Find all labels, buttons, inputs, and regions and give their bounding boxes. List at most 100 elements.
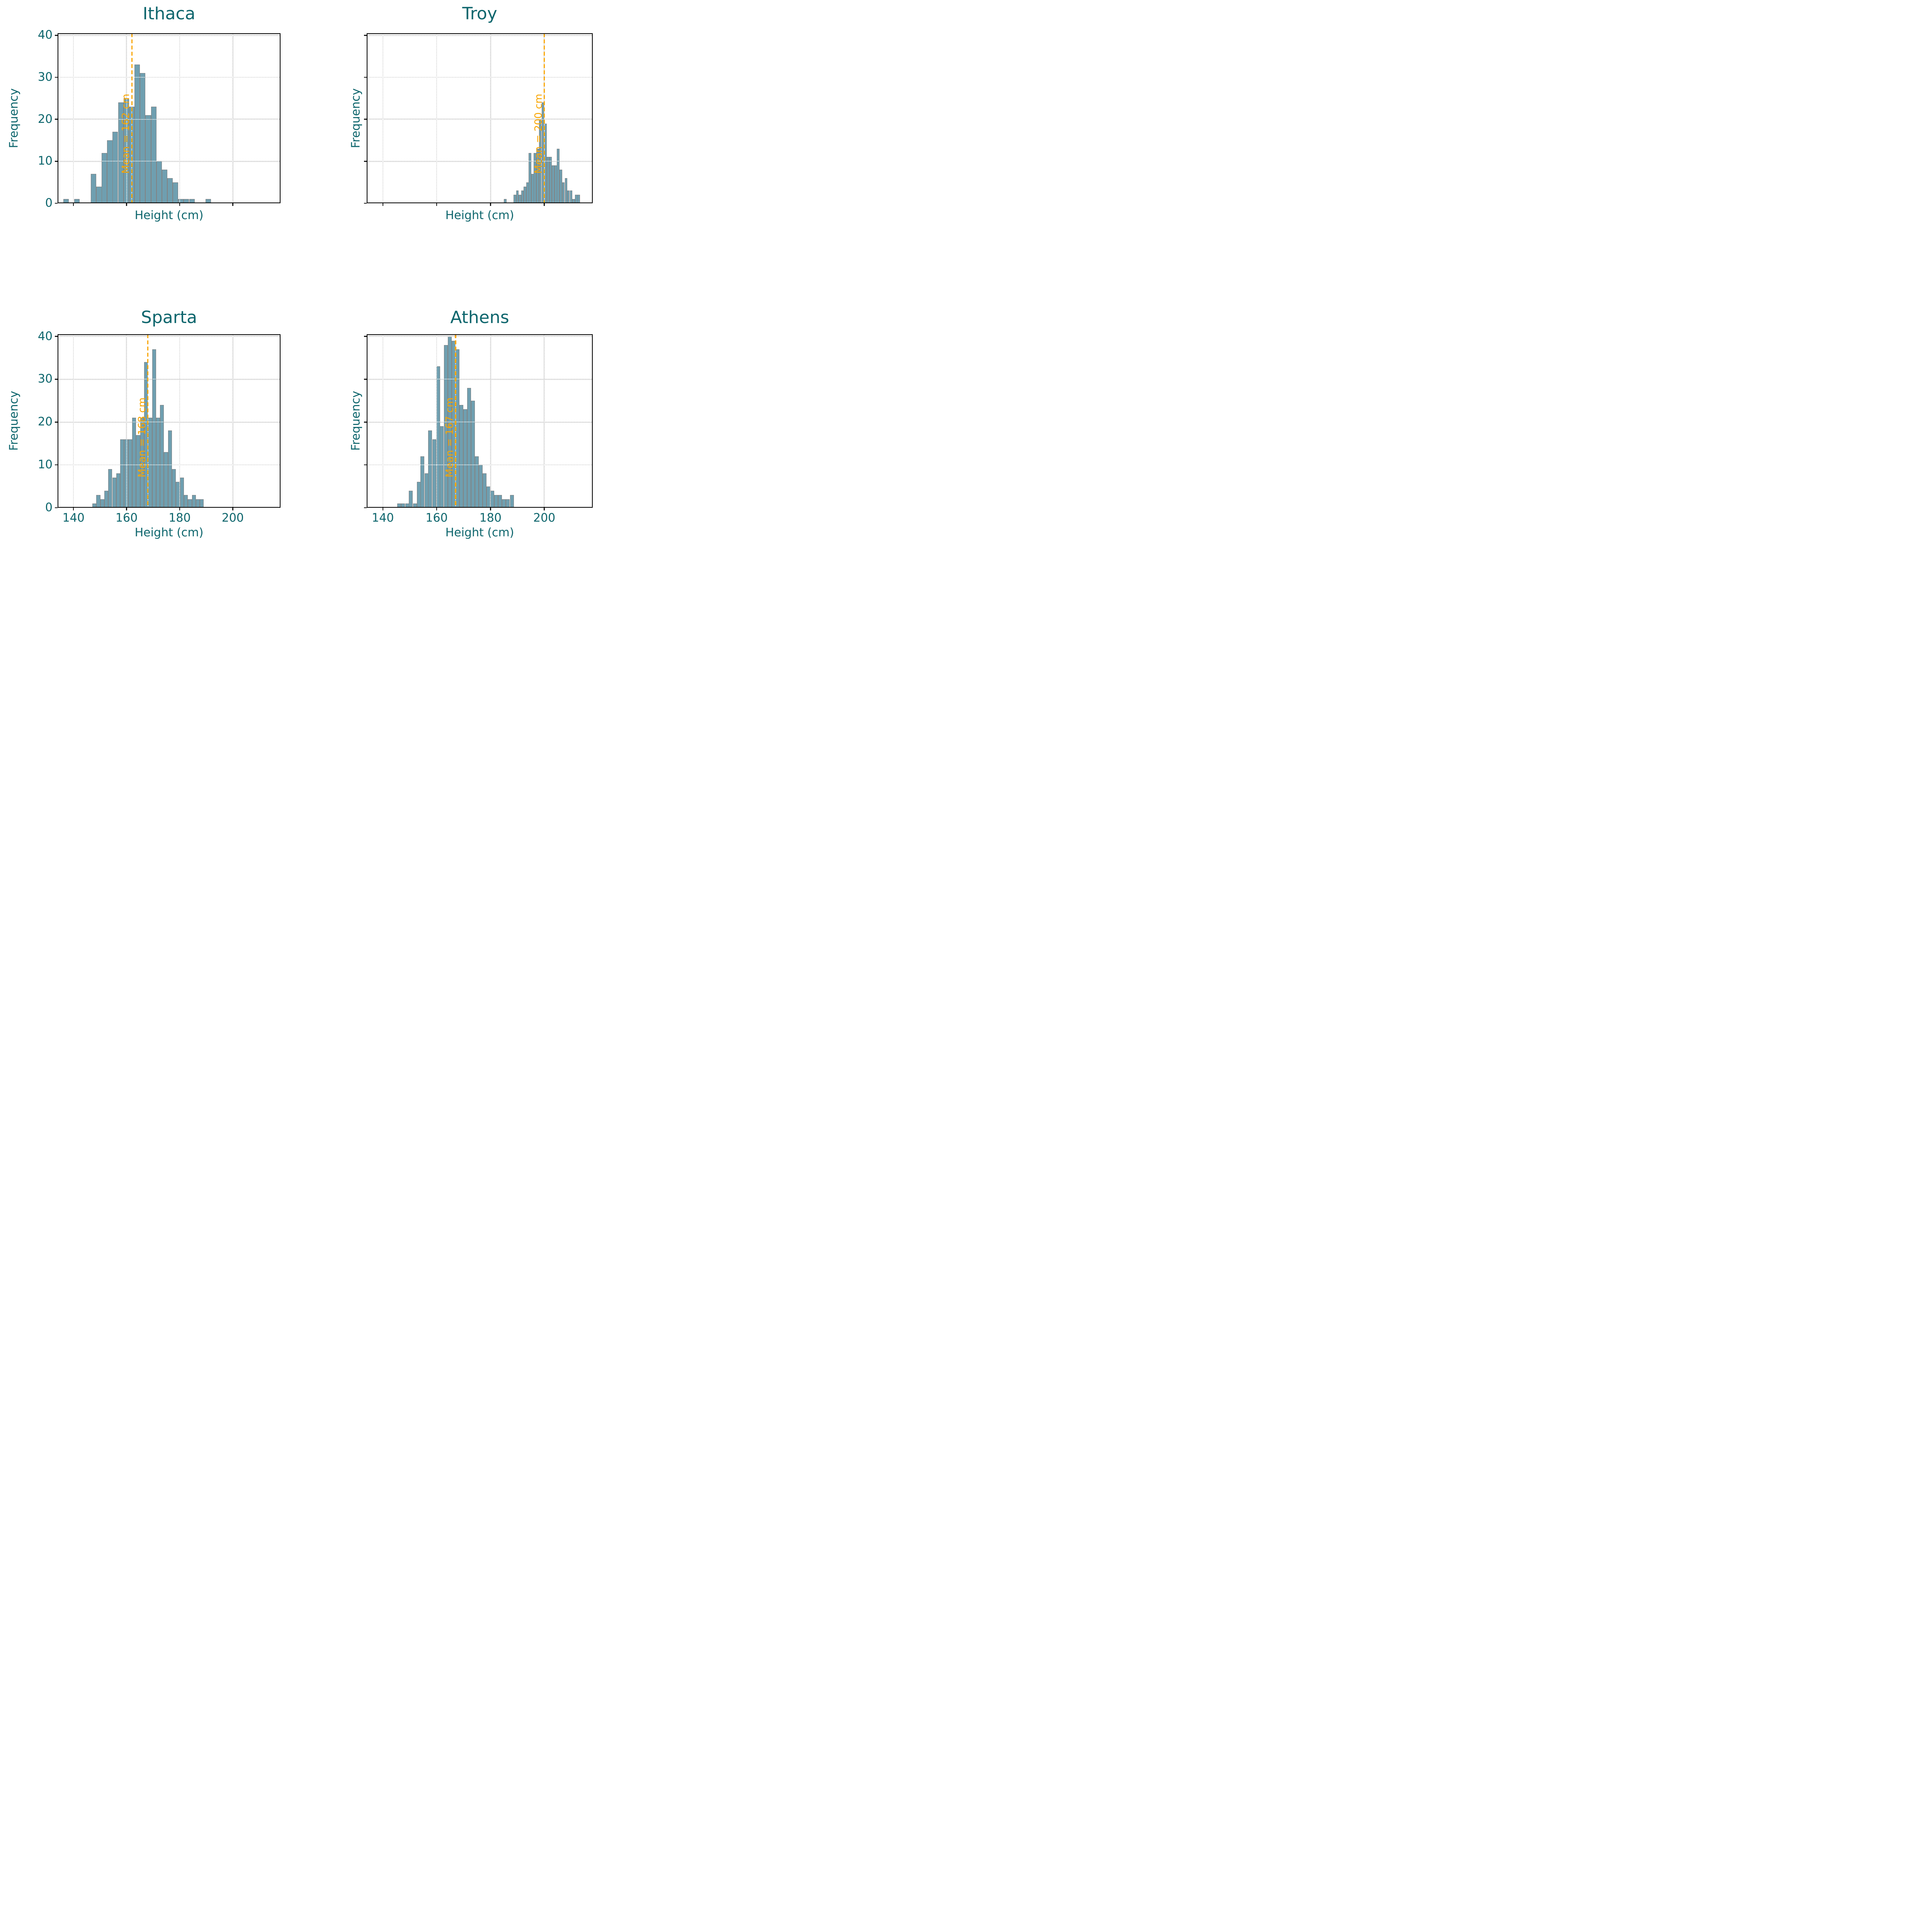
y-tick-mark — [55, 35, 58, 36]
x-tick-mark — [73, 508, 74, 510]
y-tick-mark — [364, 161, 367, 162]
histogram-bar — [205, 199, 211, 203]
histogram-bar — [192, 495, 196, 508]
subplot-title-athens: Athens — [450, 308, 509, 327]
x-tick-label: 180 — [479, 511, 502, 525]
grid-overlay-y — [367, 161, 593, 162]
histogram-bar — [498, 495, 502, 508]
y-tick-label: 0 — [45, 196, 53, 210]
histogram-bar — [162, 170, 168, 203]
y-tick-mark — [364, 35, 367, 36]
y-tick-mark — [55, 422, 58, 423]
x-tick-mark — [179, 508, 180, 510]
histogram-bar — [108, 469, 112, 508]
grid-overlay-x — [232, 33, 233, 203]
histogram-bar — [107, 140, 113, 203]
histogram-bar — [92, 503, 97, 508]
histogram-bar — [156, 161, 162, 203]
histogram-bar — [112, 478, 116, 508]
histogram-bar — [178, 199, 184, 203]
histogram-bar — [151, 107, 156, 203]
histogram-bar — [552, 165, 554, 203]
histogram-bar — [168, 430, 172, 508]
y-tick-mark — [364, 119, 367, 120]
x-tick-mark — [436, 203, 437, 206]
histogram-bar — [156, 418, 160, 508]
histogram-bar — [459, 405, 463, 508]
mean-line — [455, 334, 456, 508]
grid-overlay-y — [367, 35, 593, 36]
x-tick-label: 140 — [62, 511, 85, 525]
histogram-bar — [160, 405, 164, 508]
grid-overlay-y — [58, 161, 281, 162]
mean-line — [147, 334, 149, 508]
histogram-bar — [557, 148, 560, 203]
y-tick-mark — [55, 77, 58, 78]
histogram-bar — [572, 199, 575, 203]
y-tick-mark — [364, 202, 367, 204]
histogram-bar — [112, 132, 118, 203]
y-tick-mark — [364, 336, 367, 337]
histogram-bar — [490, 490, 495, 508]
histogram-bar — [424, 473, 429, 508]
histogram-bar — [510, 495, 514, 508]
x-axis-label-athens: Height (cm) — [445, 526, 514, 539]
x-tick-mark — [544, 203, 545, 206]
histogram-bar — [148, 418, 152, 508]
histogram-bar — [90, 173, 97, 203]
histogram-bar — [474, 456, 479, 508]
x-tick-mark — [232, 203, 233, 206]
y-tick-mark — [364, 507, 367, 509]
x-tick-label: 160 — [115, 511, 138, 525]
y-tick-mark — [55, 336, 58, 337]
grid-overlay-x — [436, 334, 437, 508]
grid-overlay-y — [58, 119, 281, 120]
figure-canvas: Ithaca Troy Sparta Athens Frequency Freq… — [0, 0, 601, 551]
y-tick-label: 30 — [37, 372, 53, 386]
histogram-bar — [63, 199, 69, 203]
histogram-bar — [152, 349, 156, 508]
histogram-bar — [189, 199, 195, 203]
grid-overlay-y — [58, 77, 281, 78]
histogram-bar — [188, 499, 192, 508]
y-tick-mark — [55, 379, 58, 380]
y-tick-mark — [364, 422, 367, 423]
histogram-bar — [463, 409, 468, 508]
x-tick-label: 200 — [221, 511, 244, 525]
histogram-bar — [167, 178, 173, 203]
y-tick-label: 40 — [37, 329, 53, 343]
plot-area-ithaca: Mean = 162 cm 0 10 20 30 40 — [38, 28, 281, 210]
histogram-bar — [173, 182, 179, 203]
grid-overlay-y — [58, 35, 281, 36]
grid-overlay-x — [73, 33, 74, 203]
histogram-bar — [405, 503, 409, 508]
grid-overlay-x — [73, 334, 74, 508]
x-tick-mark — [126, 203, 127, 206]
histogram-bar — [196, 499, 200, 508]
histogram-bar — [506, 499, 510, 508]
subplot-title-ithaca: Ithaca — [143, 4, 196, 24]
y-tick-label: 10 — [37, 154, 53, 168]
x-tick-mark — [436, 508, 437, 510]
histogram-bar — [413, 503, 417, 508]
grid-overlay-x — [544, 334, 545, 508]
histogram-bar — [483, 473, 487, 508]
histogram-bar — [524, 186, 526, 203]
y-tick-mark — [55, 202, 58, 204]
histogram-bar — [184, 495, 188, 508]
subplot-title-sparta: Sparta — [141, 308, 197, 327]
grid-overlay-x — [179, 33, 180, 203]
grid-overlay-y — [58, 464, 281, 466]
histogram-bar — [180, 478, 184, 508]
grid-overlay-y — [367, 464, 593, 466]
histogram-bar — [116, 473, 121, 508]
y-tick-mark — [55, 119, 58, 120]
x-tick-mark — [544, 508, 545, 510]
y-tick-mark — [364, 77, 367, 78]
grid-overlay-y — [367, 119, 593, 120]
y-tick-label: 20 — [37, 112, 53, 126]
y-tick-mark — [364, 379, 367, 380]
histogram-bar — [164, 452, 168, 508]
histogram-bar — [134, 65, 140, 203]
y-tick-label: 0 — [45, 501, 53, 514]
